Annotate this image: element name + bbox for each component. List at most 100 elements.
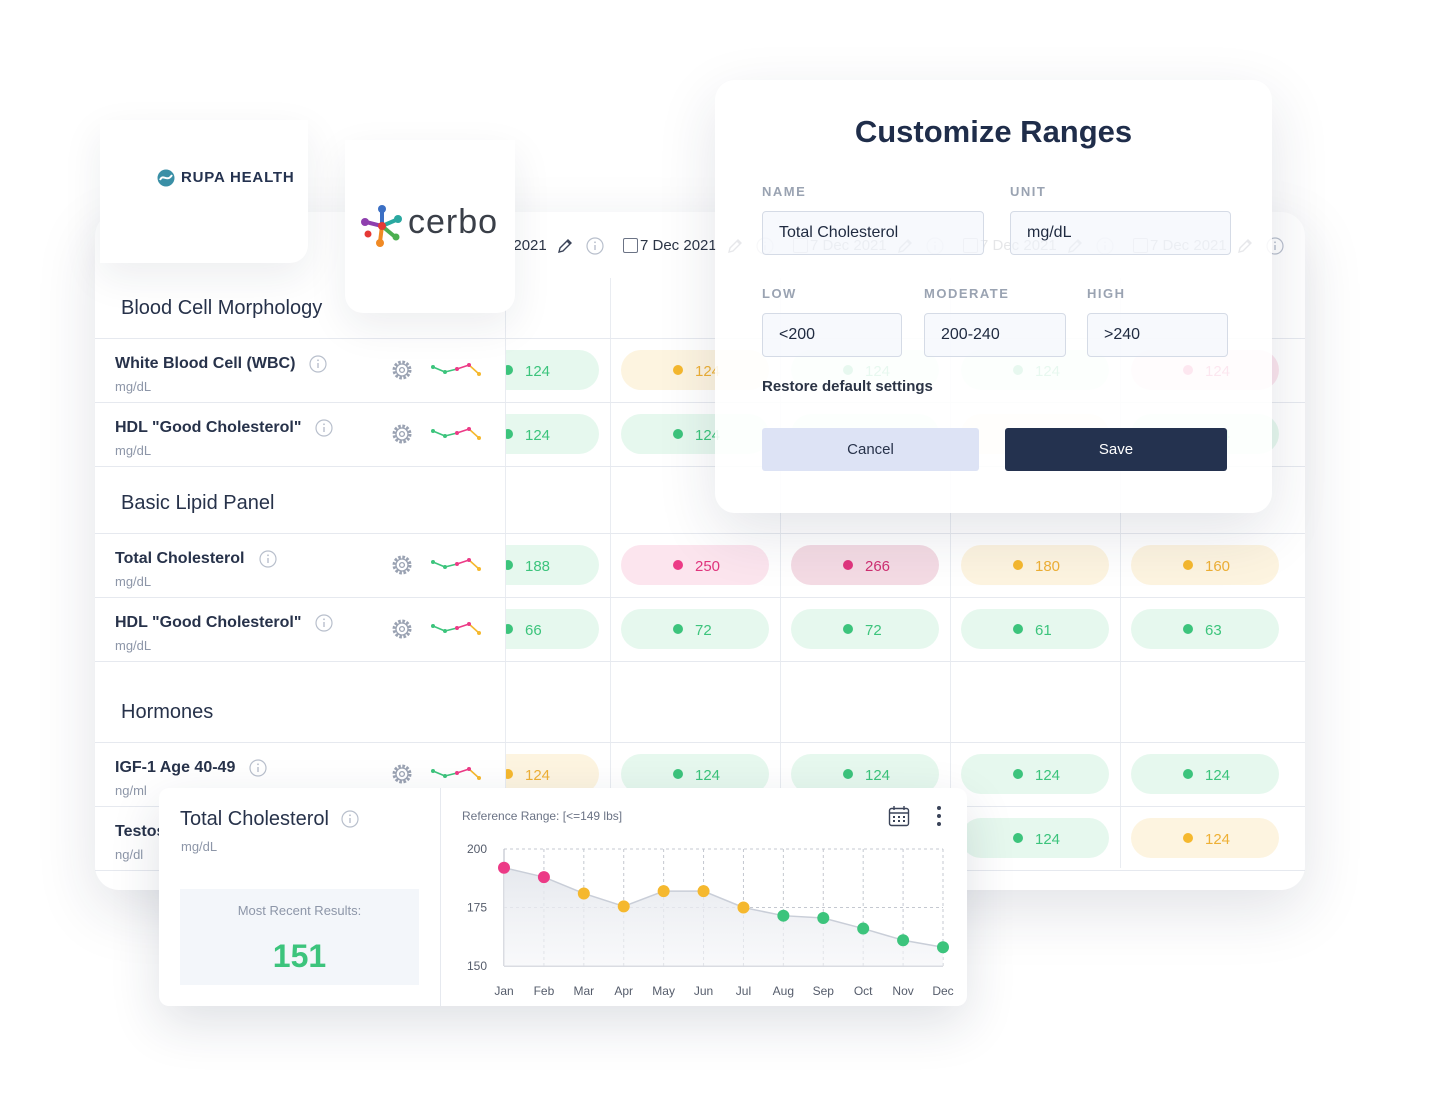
result-value: 180	[1035, 558, 1061, 575]
result-value: 124	[695, 767, 721, 784]
sparkline-dot	[455, 562, 459, 566]
settings-icon[interactable]	[391, 423, 413, 445]
field-label: HIGH	[1087, 286, 1126, 301]
row-label: HDL "Good Cholesterol"	[115, 417, 334, 439]
settings-icon-hub	[398, 430, 406, 438]
modal-title: Customize Ranges	[854, 114, 1133, 149]
data-point	[857, 922, 870, 935]
column-divider	[1120, 278, 1121, 868]
section-title: Blood Cell Morphology	[121, 297, 323, 319]
settings-icon[interactable]	[391, 359, 413, 381]
cerbo-logo-text: cerbo	[408, 203, 499, 241]
data-point	[537, 871, 550, 884]
cancel-button[interactable]: Cancel	[762, 428, 979, 471]
sparkline-icon	[431, 558, 481, 571]
info-icon[interactable]	[586, 237, 604, 255]
column-divider	[780, 278, 781, 868]
info-icon[interactable]	[258, 550, 277, 568]
x-tick-label: Feb	[534, 984, 555, 998]
data-point	[937, 941, 949, 954]
info-icon[interactable]	[315, 419, 334, 437]
settings-icon[interactable]	[391, 763, 413, 785]
sparkline-dot	[443, 370, 447, 374]
result-value: 124	[695, 363, 721, 380]
row-label: HDL "Good Cholesterol"	[115, 612, 334, 634]
column-checkbox[interactable]	[623, 238, 638, 253]
sparkline-dot	[443, 565, 447, 569]
save-button[interactable]: Save	[1005, 428, 1227, 471]
sparkline-dot	[455, 431, 459, 435]
rupa-card: RUPA HEALTH	[100, 120, 308, 263]
settings-icon[interactable]	[391, 554, 413, 576]
result-value: 250	[695, 558, 721, 575]
trend-card-unit: mg/dL	[181, 839, 218, 854]
status-dot	[1183, 769, 1193, 779]
status-dot	[673, 429, 683, 439]
info-icon-dot	[323, 423, 326, 426]
row-unit: ng/ml	[115, 783, 147, 798]
recent-result-box: Most Recent Results: 151	[180, 889, 419, 985]
sparkline-segment	[456, 364, 470, 370]
row-name: HDL "Good Cholesterol"	[115, 419, 302, 436]
result-pill: 72	[791, 609, 939, 649]
rupa-logo-icon	[157, 169, 175, 187]
result-value: 72	[695, 622, 712, 639]
data-point	[697, 885, 710, 898]
x-tick-label: Nov	[892, 984, 913, 998]
result-value: 188	[525, 558, 551, 575]
column-date: 7 Dec 2021	[640, 237, 717, 254]
chart-subtitle: Reference Range: [<=149 lbs]	[462, 809, 622, 823]
result-pill: 124	[505, 754, 599, 794]
result-value: 266	[865, 558, 891, 575]
sparkline-dot	[431, 624, 435, 628]
info-icon[interactable]	[309, 355, 328, 373]
result-pill: 72	[621, 609, 769, 649]
sparkline-segment	[456, 428, 470, 434]
status-dot	[505, 624, 513, 634]
result-value: 61	[1035, 622, 1052, 639]
info-icon[interactable]	[315, 614, 334, 632]
sparkline-dot	[431, 560, 435, 564]
info-icon-ring	[586, 237, 604, 255]
info-icon[interactable]	[341, 810, 359, 828]
row-unit: mg/dL	[115, 379, 152, 394]
area	[504, 867, 943, 966]
sparkline-segment	[468, 559, 480, 570]
unit-input[interactable]: mg/dL	[1010, 211, 1231, 255]
sparkline-segment	[456, 559, 470, 565]
sparkline-segment	[432, 430, 446, 437]
edit-icon[interactable]	[557, 238, 573, 254]
result-value: 124	[525, 767, 551, 784]
moderate-input[interactable]: 200-240	[924, 313, 1066, 357]
trend-card: Total Cholesterol mg/dL Most Recent Resu…	[159, 788, 967, 1006]
status-dot	[1183, 833, 1193, 843]
settings-icon-teeth	[392, 764, 412, 784]
trend-card-title: Total Cholesterol	[180, 808, 329, 830]
row-unit: mg/dL	[115, 443, 152, 458]
result-value: 124	[695, 427, 721, 444]
result-value: 124	[1205, 767, 1231, 784]
calendar-icon[interactable]	[888, 806, 910, 827]
low-input[interactable]: <200	[762, 313, 902, 357]
info-icon-ring	[258, 550, 277, 568]
row-divider	[95, 661, 1305, 662]
result-pill: 250	[621, 545, 769, 585]
card-divider	[440, 788, 441, 1006]
high-input[interactable]: >240	[1087, 313, 1228, 357]
info-icon-dot	[257, 763, 260, 766]
result-value: 66	[525, 622, 542, 639]
info-icon[interactable]	[249, 759, 267, 777]
result-pill: 63	[1131, 609, 1279, 649]
status-dot	[1183, 624, 1193, 634]
section-title: Basic Lipid Panel	[121, 492, 275, 514]
x-tick-label: Oct	[854, 984, 873, 998]
sparkline-segment	[468, 428, 480, 439]
status-dot	[843, 769, 853, 779]
field-label: UNIT	[1010, 184, 1047, 199]
name-input[interactable]: Total Cholesterol	[762, 211, 984, 255]
sparkline-segment	[444, 627, 458, 632]
restore-defaults-link[interactable]: Restore default settings	[762, 378, 933, 395]
x-tick-label: Apr	[614, 984, 633, 998]
more-menu-icon[interactable]	[937, 806, 941, 826]
settings-icon[interactable]	[391, 618, 413, 640]
